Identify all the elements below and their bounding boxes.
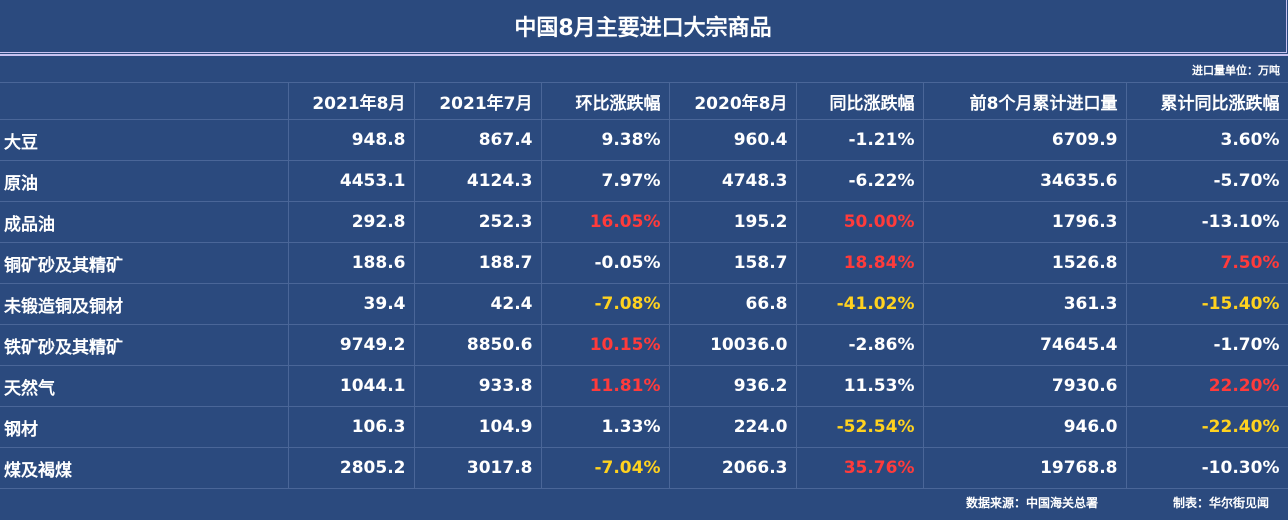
table-cell: -6.22%	[796, 160, 924, 202]
table-cell: -22.40%	[1126, 406, 1288, 448]
table-cell: 1.33%	[541, 406, 670, 448]
table-cell: -10.30%	[1126, 447, 1288, 489]
table-cell: -1.21%	[796, 119, 924, 161]
table-cell: 4748.3	[669, 160, 797, 202]
table-cell: -13.10%	[1126, 201, 1288, 243]
table-cell: 34635.6	[923, 160, 1127, 202]
header-cell-7: 累计同比涨跌幅	[1126, 82, 1288, 120]
header-cell-4: 2020年8月	[669, 82, 797, 120]
table-body: 大豆 948.8 867.4 9.38% 960.4 -1.21% 6709.9 3.60% 原…	[0, 119, 1288, 489]
table-cell: 195.2	[669, 201, 797, 243]
table-row: 煤及褐煤 2805.2 3017.8 -7.04% 2066.3 35.76% 19768.…	[0, 447, 1288, 489]
table-cell: 18.84%	[796, 242, 924, 284]
table-cell: -0.05%	[541, 242, 670, 284]
header-cell-1: 2021年8月	[288, 82, 415, 120]
table-cell: 106.3	[288, 406, 415, 448]
row-label: 钢材	[0, 406, 289, 448]
table-cell: -5.70%	[1126, 160, 1288, 202]
table-cell: 960.4	[669, 119, 797, 161]
table-row: 钢材 106.3 104.9 1.33% 224.0 -52.54% 946.0 -22.40…	[0, 406, 1288, 448]
table-cell: 6709.9	[923, 119, 1127, 161]
table-cell: 292.8	[288, 201, 415, 243]
row-label: 成品油	[0, 201, 289, 243]
table-cell: 1526.8	[923, 242, 1127, 284]
table-cell: 7.97%	[541, 160, 670, 202]
table-cell: 158.7	[669, 242, 797, 284]
table-cell: 3.60%	[1126, 119, 1288, 161]
table-cell: 104.9	[414, 406, 542, 448]
table-cell: 9.38%	[541, 119, 670, 161]
header-cell-name	[0, 82, 289, 120]
table-cell: -52.54%	[796, 406, 924, 448]
table-cell: 2805.2	[288, 447, 415, 489]
table-cell: -15.40%	[1126, 283, 1288, 325]
table-cell: 1044.1	[288, 365, 415, 407]
header-cell-3: 环比涨跌幅	[541, 82, 670, 120]
row-label: 煤及褐煤	[0, 447, 289, 489]
table-row: 天然气 1044.1 933.8 11.81% 936.2 11.53% 7930.6 22.…	[0, 365, 1288, 407]
table-cell: 19768.8	[923, 447, 1127, 489]
table-row: 未锻造铜及铜材 39.4 42.4 -7.08% 66.8 -41.02% 361.3 -15…	[0, 283, 1288, 325]
page-title: 中国8月主要进口大宗商品	[0, 0, 1287, 53]
table-cell: 1796.3	[923, 201, 1127, 243]
table-cell: 224.0	[669, 406, 797, 448]
table-cell: 7.50%	[1126, 242, 1288, 284]
row-label: 铜矿砂及其精矿	[0, 242, 289, 284]
table-row: 铁矿砂及其精矿 9749.2 8850.6 10.15% 10036.0 -2.86% 74…	[0, 324, 1288, 366]
table-cell: -2.86%	[796, 324, 924, 366]
table-cell: 936.2	[669, 365, 797, 407]
table-cell: 9749.2	[288, 324, 415, 366]
table-cell: 10.15%	[541, 324, 670, 366]
header-cell-5: 同比涨跌幅	[796, 82, 924, 120]
table-cell: 188.6	[288, 242, 415, 284]
table-cell: -1.70%	[1126, 324, 1288, 366]
row-label: 铁矿砂及其精矿	[0, 324, 289, 366]
table-cell: 933.8	[414, 365, 542, 407]
table-cell: 252.3	[414, 201, 542, 243]
table-cell: 8850.6	[414, 324, 542, 366]
table-cell: 42.4	[414, 283, 542, 325]
title-divider	[0, 54, 1288, 56]
table-cell: 50.00%	[796, 201, 924, 243]
table-row: 成品油 292.8 252.3 16.05% 195.2 50.00% 1796.3 -13.…	[0, 201, 1288, 243]
table-cell: -41.02%	[796, 283, 924, 325]
table-cell: 10036.0	[669, 324, 797, 366]
table-cell: 35.76%	[796, 447, 924, 489]
table-cell: 946.0	[923, 406, 1127, 448]
row-label: 天然气	[0, 365, 289, 407]
row-label: 原油	[0, 160, 289, 202]
table-cell: 188.7	[414, 242, 542, 284]
table-row: 铜矿砂及其精矿 188.6 188.7 -0.05% 158.7 18.84% 1526.8…	[0, 242, 1288, 284]
table-cell: 66.8	[669, 283, 797, 325]
table-header-row: 2021年8月 2021年7月 环比涨跌幅 2020年8月 同比涨跌幅 前8个月累计进口量…	[0, 82, 1288, 120]
table-cell: 22.20%	[1126, 365, 1288, 407]
table-cell: 948.8	[288, 119, 415, 161]
table-cell: 7930.6	[923, 365, 1127, 407]
data-table: 2021年8月 2021年7月 环比涨跌幅 2020年8月 同比涨跌幅 前8个月累计进口量…	[0, 82, 1288, 489]
row-label: 未锻造铜及铜材	[0, 283, 289, 325]
maker-note: 制表：华尔街见闻	[1173, 496, 1270, 510]
table-cell: 361.3	[923, 283, 1127, 325]
table-cell: 11.53%	[796, 365, 924, 407]
unit-note: 进口量单位：万吨	[1192, 64, 1280, 77]
table-cell: 2066.3	[669, 447, 797, 489]
source-note: 数据来源：中国海关总署	[966, 496, 1099, 510]
table-cell: 11.81%	[541, 365, 670, 407]
row-label: 大豆	[0, 119, 289, 161]
table-cell: 4124.3	[414, 160, 542, 202]
header-cell-2: 2021年7月	[414, 82, 542, 120]
header-cell-6: 前8个月累计进口量	[923, 82, 1127, 120]
table-cell: -7.08%	[541, 283, 670, 325]
table-cell: -7.04%	[541, 447, 670, 489]
table-cell: 16.05%	[541, 201, 670, 243]
table-cell: 3017.8	[414, 447, 542, 489]
table-cell: 4453.1	[288, 160, 415, 202]
table-row: 大豆 948.8 867.4 9.38% 960.4 -1.21% 6709.9 3.60%	[0, 119, 1288, 161]
table-row: 原油 4453.1 4124.3 7.97% 4748.3 -6.22% 34635.6 -5…	[0, 160, 1288, 202]
table-cell: 39.4	[288, 283, 415, 325]
table-cell: 74645.4	[923, 324, 1127, 366]
table-cell: 867.4	[414, 119, 542, 161]
